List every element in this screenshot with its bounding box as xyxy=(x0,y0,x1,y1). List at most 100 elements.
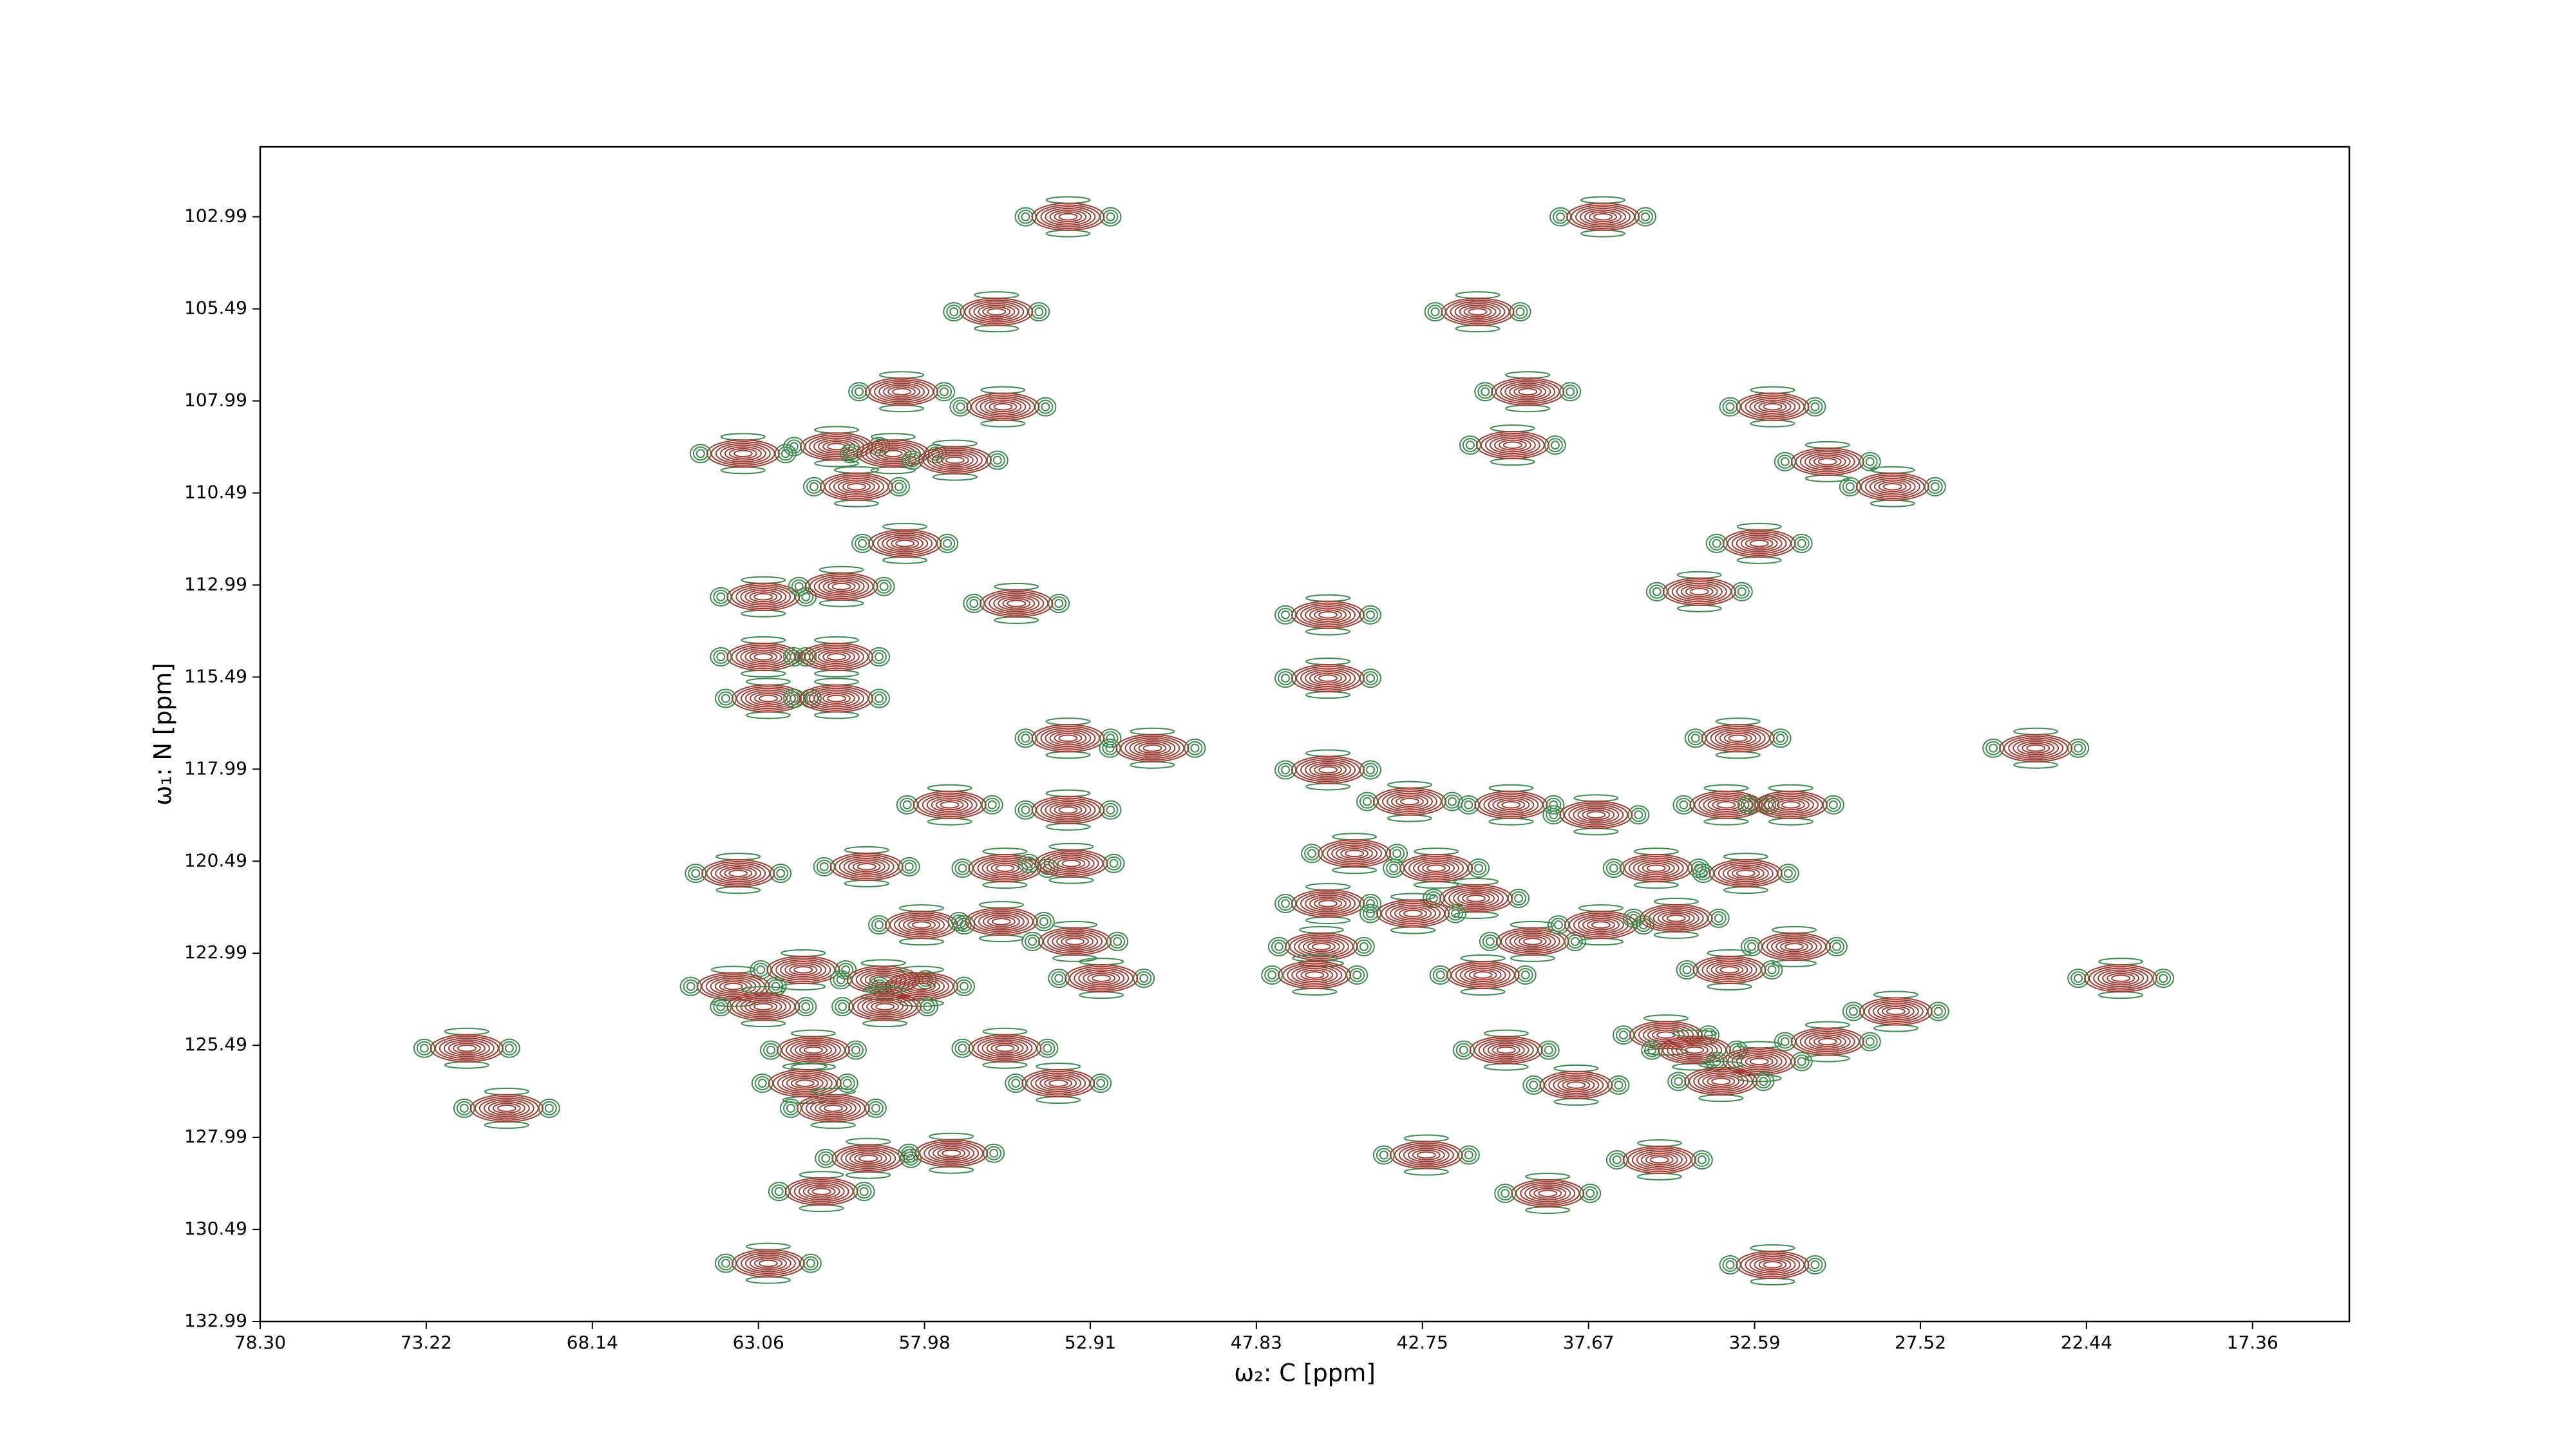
positive-contour xyxy=(744,1254,791,1273)
positive-contour xyxy=(1381,901,1446,926)
positive-contour xyxy=(1455,964,1511,986)
positive-contour xyxy=(1776,799,1805,811)
negative-contour xyxy=(1079,991,1124,999)
positive-contour xyxy=(1002,598,1031,609)
positive-contour xyxy=(990,862,1019,874)
positive-contour xyxy=(1478,1039,1534,1061)
positive-contour xyxy=(1448,887,1504,909)
positive-contour xyxy=(973,911,1029,933)
positive-contour xyxy=(1459,304,1497,319)
negative-contour xyxy=(786,1103,795,1113)
positive-contour xyxy=(766,955,840,984)
positive-contour xyxy=(977,857,1033,879)
positive-contour xyxy=(1407,1148,1445,1162)
positive-contour xyxy=(1043,929,1108,954)
positive-contour xyxy=(846,482,866,491)
positive-contour xyxy=(2098,969,2145,987)
positive-contour xyxy=(1799,1030,1855,1053)
positive-contour xyxy=(740,998,787,1016)
positive-contour xyxy=(1296,757,1361,782)
positive-contour xyxy=(1577,916,1624,934)
positive-contour xyxy=(744,589,782,604)
positive-contour xyxy=(975,396,1031,418)
positive-contour xyxy=(1518,936,1547,947)
y-axis-label: ω₁: N [ppm] xyxy=(149,663,177,805)
negative-contour xyxy=(1529,1080,1539,1090)
negative-contour xyxy=(875,694,884,703)
positive-contour xyxy=(1444,886,1509,911)
positive-contour xyxy=(710,862,766,884)
positive-contour xyxy=(735,996,791,1018)
positive-contour xyxy=(824,474,889,500)
positive-contour xyxy=(1671,1041,1718,1059)
positive-contour xyxy=(497,1104,516,1112)
negative-contour xyxy=(1570,936,1580,946)
positive-contour xyxy=(1459,966,1506,984)
positive-contour xyxy=(1408,857,1464,879)
positive-contour xyxy=(1480,432,1545,458)
x-tick-label: 47.83 xyxy=(1231,1332,1282,1353)
positive-contour xyxy=(874,381,930,402)
negative-contour xyxy=(2074,743,2083,753)
x-tick-label: 17.36 xyxy=(2227,1332,2278,1353)
positive-contour xyxy=(882,534,929,553)
positive-contour xyxy=(1296,891,1361,916)
positive-contour xyxy=(931,451,978,469)
negative-contour xyxy=(1305,594,1351,602)
positive-contour xyxy=(1446,960,1520,989)
negative-contour xyxy=(1550,440,1560,450)
peak xyxy=(1522,1064,1630,1106)
negative-contour xyxy=(1612,1155,1622,1164)
positive-contour xyxy=(744,649,782,665)
negative-contour xyxy=(799,1204,844,1213)
positive-contour xyxy=(1305,605,1352,624)
positive-contour xyxy=(2111,974,2131,982)
negative-contour xyxy=(1870,499,1915,507)
peak xyxy=(1684,717,1792,759)
positive-contour xyxy=(740,687,796,710)
positive-contour xyxy=(918,446,992,475)
positive-contour xyxy=(1314,609,1343,621)
positive-contour xyxy=(1054,211,1083,223)
positive-contour xyxy=(1065,964,1139,993)
positive-contour xyxy=(1758,401,1787,413)
positive-contour xyxy=(917,792,982,818)
peak xyxy=(751,1063,858,1104)
positive-contour xyxy=(1314,764,1343,775)
positive-contour xyxy=(1568,804,1624,826)
negative-contour xyxy=(1190,743,1200,753)
positive-contour xyxy=(775,959,831,981)
negative-contour xyxy=(1520,970,1530,980)
positive-contour xyxy=(1498,439,1527,451)
peak xyxy=(1261,954,1368,996)
negative-contour xyxy=(1052,920,1098,929)
positive-contour xyxy=(834,854,899,880)
positive-contour xyxy=(789,1179,854,1204)
negative-contour xyxy=(927,817,972,826)
positive-contour xyxy=(1120,735,1185,761)
peak xyxy=(2067,958,2175,999)
positive-contour xyxy=(1045,729,1092,748)
positive-contour xyxy=(982,914,1020,929)
negative-contour xyxy=(1501,1189,1510,1198)
positive-contour xyxy=(1710,962,1748,978)
positive-contour xyxy=(1450,301,1506,323)
positive-contour xyxy=(1395,796,1424,808)
negative-contour xyxy=(715,886,761,895)
negative-contour xyxy=(814,711,860,719)
y-tick-label: 122.99 xyxy=(184,942,247,963)
positive-contour xyxy=(1289,934,1354,960)
negative-contour xyxy=(1768,817,1814,826)
positive-contour xyxy=(813,437,860,456)
negative-contour xyxy=(1525,1206,1571,1215)
positive-contour xyxy=(995,1044,1015,1052)
negative-contour xyxy=(859,1187,869,1197)
positive-contour xyxy=(749,691,787,706)
peak xyxy=(1359,893,1467,934)
negative-contour xyxy=(1776,734,1785,743)
negative-contour xyxy=(716,592,726,601)
negative-contour xyxy=(1048,842,1094,851)
negative-contour xyxy=(943,538,952,548)
positive-contour xyxy=(1651,1029,1680,1041)
